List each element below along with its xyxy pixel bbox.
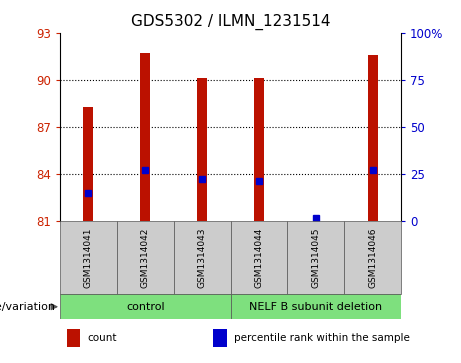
- Text: GSM1314042: GSM1314042: [141, 228, 150, 288]
- Text: GSM1314044: GSM1314044: [254, 228, 263, 288]
- Text: percentile rank within the sample: percentile rank within the sample: [234, 333, 410, 343]
- Bar: [174, 221, 230, 294]
- Title: GDS5302 / ILMN_1231514: GDS5302 / ILMN_1231514: [131, 14, 330, 30]
- Text: NELF B subunit deletion: NELF B subunit deletion: [249, 302, 382, 312]
- Bar: [254, 78, 264, 221]
- Bar: [197, 78, 207, 221]
- Bar: [67, 329, 80, 347]
- Bar: [213, 329, 227, 347]
- Bar: [344, 221, 401, 294]
- Text: GSM1314041: GSM1314041: [84, 228, 93, 288]
- Bar: [230, 294, 401, 319]
- Text: GSM1314046: GSM1314046: [368, 228, 377, 288]
- Bar: [287, 221, 344, 294]
- Text: count: count: [87, 333, 117, 343]
- Bar: [60, 294, 230, 319]
- Bar: [117, 221, 174, 294]
- Text: genotype/variation: genotype/variation: [0, 302, 55, 312]
- Bar: [83, 107, 94, 221]
- Bar: [60, 221, 117, 294]
- Bar: [367, 55, 378, 221]
- Text: GSM1314043: GSM1314043: [198, 228, 207, 288]
- Text: GSM1314045: GSM1314045: [311, 228, 320, 288]
- Bar: [140, 53, 150, 221]
- Bar: [230, 221, 287, 294]
- Text: control: control: [126, 302, 165, 312]
